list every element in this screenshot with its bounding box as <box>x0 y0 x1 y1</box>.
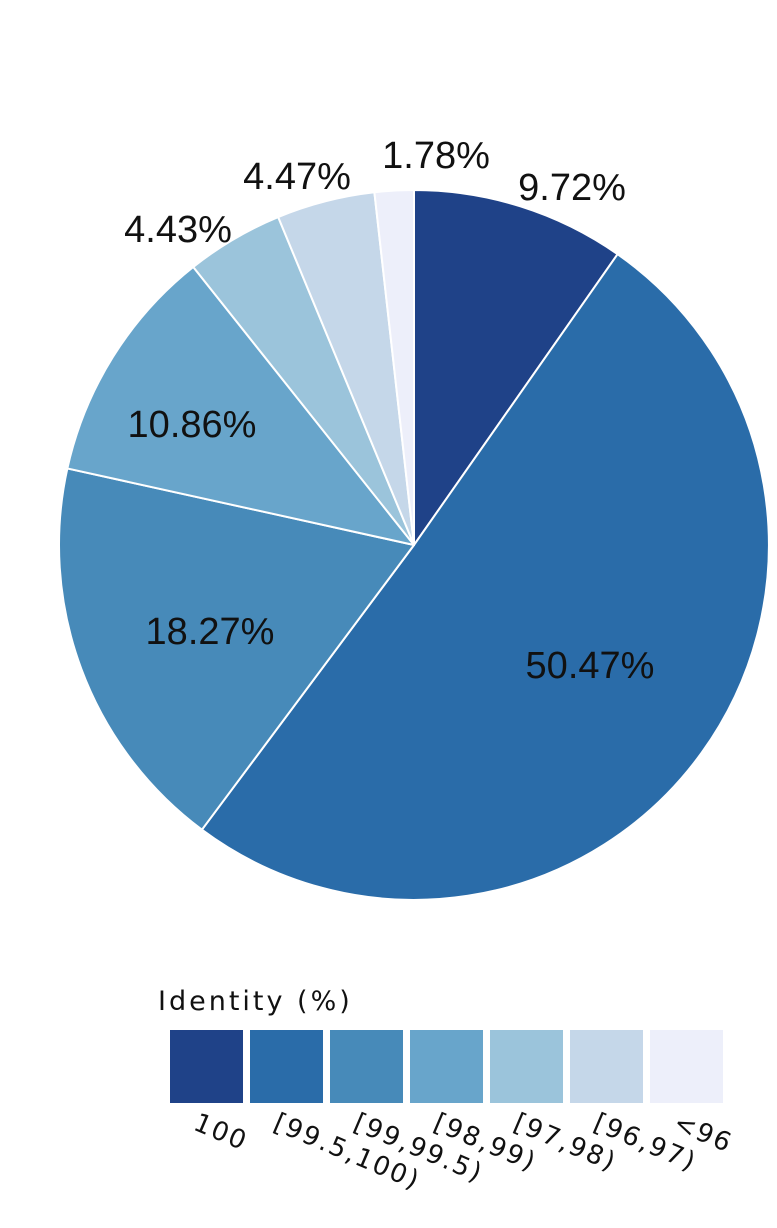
slice-label-98-99: 10.86% <box>128 404 257 446</box>
pie-slice-100 <box>413 189 619 546</box>
slice-label-96: 1.78% <box>382 135 490 177</box>
slice-label-100: 9.72% <box>518 167 626 209</box>
pie-slice-99-99-5 <box>58 467 415 831</box>
slice-label-99-5-100: 50.47% <box>526 645 655 687</box>
pie-slice-98-99 <box>66 265 415 546</box>
legend-swatch-100 <box>170 1030 243 1103</box>
slice-label-97-98: 4.43% <box>124 209 232 251</box>
legend-swatch-98-99 <box>410 1030 483 1103</box>
legend-items: 100 [99.5,100)[99,99.5)[98,99)[97,98)[96,… <box>170 1030 737 1196</box>
legend-swatch-99-5-100 <box>250 1030 323 1103</box>
legend-swatch-96 <box>650 1030 723 1103</box>
pie-slice-96 <box>373 189 415 546</box>
slice-label-99-99-5: 18.27% <box>146 611 275 653</box>
legend: Identity (%) 100 [99.5,100)[99,99.5)[98,9… <box>158 986 737 1196</box>
legend-swatch-96-97 <box>570 1030 643 1103</box>
pie-slices <box>58 189 770 901</box>
pie-slice-99-5-100 <box>200 253 770 901</box>
pie-slice-labels: 9.72% 50.47% 18.27% 10.86% 4.43% 4.47% 1.78% <box>124 135 654 687</box>
legend-label-100: 100 <box>189 1108 252 1157</box>
legend-swatch-97-98 <box>490 1030 563 1103</box>
legend-swatch-99-99-5 <box>330 1030 403 1103</box>
slice-label-96-97: 4.47% <box>243 156 351 198</box>
legend-title: Identity (%) <box>158 986 353 1017</box>
